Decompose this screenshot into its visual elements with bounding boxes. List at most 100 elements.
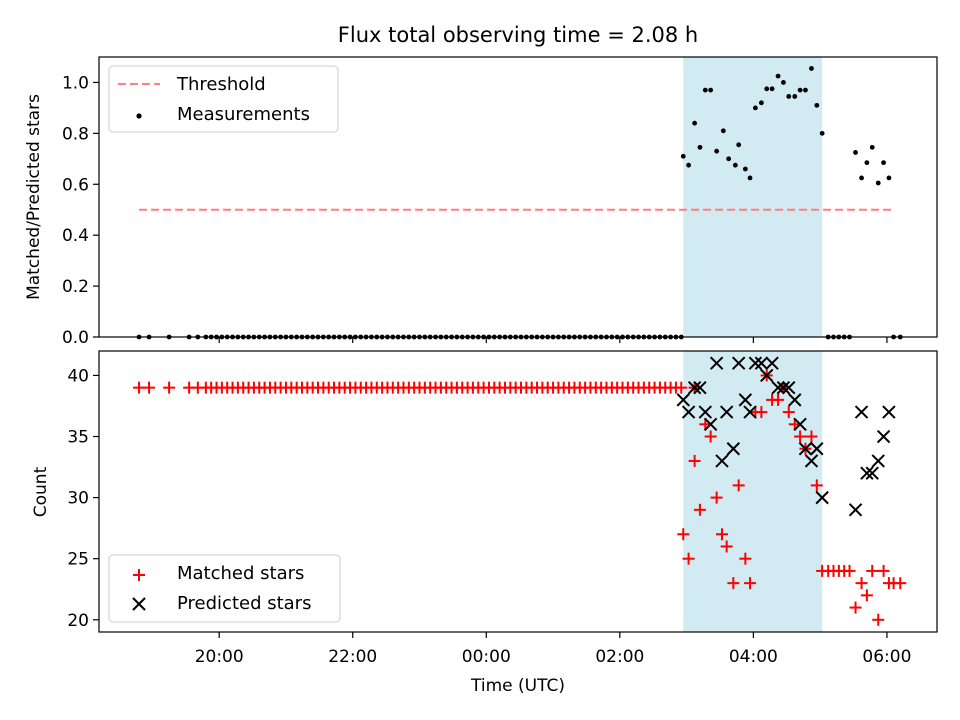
measurement-point [875, 180, 881, 186]
predicted-star-marker [860, 466, 874, 480]
legend-matched-label: Matched stars [177, 563, 304, 584]
measurement-point [769, 86, 775, 92]
predicted-star-marker [726, 442, 741, 456]
measurement-point [853, 150, 858, 155]
matched-star-marker [710, 491, 723, 504]
predicted-star-marker-b [788, 393, 802, 407]
predicted-star-marker [810, 442, 824, 456]
legend-predicted-swatch [132, 597, 146, 611]
bottom-x-tick-label: 00:00 [462, 647, 511, 667]
matched-star-marker [739, 552, 752, 565]
legend-matched-swatch [133, 569, 145, 581]
predicted-star-marker [703, 417, 718, 432]
bottom-x-ticks: 20:00 22:00 00:00 02:00 04:00 06:00 [195, 632, 911, 667]
measurement-point [752, 105, 758, 111]
predicted-star-marker [760, 368, 774, 383]
predicted-star-marker-b [743, 405, 757, 419]
measurement-point [708, 87, 714, 93]
predicted-star-marker [776, 380, 791, 395]
predicted-star-marker [798, 442, 813, 456]
measurement-point [726, 156, 732, 162]
bottom-axes-frame [98, 350, 938, 633]
predicted-star-marker [698, 405, 713, 419]
predicted-star-marker [865, 466, 879, 480]
top-y-tick-label: 0.2 [62, 277, 89, 297]
predicted-star-marker [687, 380, 702, 395]
predicted-star-marker [765, 356, 779, 370]
predicted-star-marker-b [804, 454, 819, 468]
predicted-star-marker-b [681, 405, 696, 419]
predicted-star-marker [804, 454, 819, 468]
predicted-star-marker-b [860, 466, 874, 480]
predicted-star-marker-b [687, 380, 702, 395]
predicted-star-marker-b [719, 405, 734, 419]
measurement-point [792, 94, 798, 99]
predicted-star-marker-b [848, 503, 863, 517]
legend-measurements-swatch [136, 113, 142, 119]
bottom-span-rect [683, 351, 823, 632]
bottom-x-tick-label: 20:00 [195, 647, 244, 667]
measurement-point [742, 166, 748, 172]
matched-star-marker [727, 577, 740, 590]
matched-star-marker [810, 479, 823, 492]
top-legend-box [108, 65, 339, 133]
predicted-star-marker [748, 356, 763, 370]
predicted-star-marker [788, 393, 802, 407]
bottom-x-tick-label: 02:00 [595, 647, 644, 667]
bottom-y-ticks: 20 25 30 35 40 [67, 366, 99, 631]
bottom-y-tick-label: 40 [67, 366, 89, 386]
measurement-point [814, 102, 820, 108]
measurement-point [797, 87, 803, 93]
measurement-point [786, 94, 792, 99]
measurement-point [864, 160, 870, 166]
predicted-star-marker [738, 393, 753, 407]
predicted-star-marker [882, 405, 896, 419]
measurement-point [881, 160, 886, 166]
predicted-star-marker [793, 417, 807, 432]
matched-star-marker [693, 503, 706, 516]
predicted-star-marker [815, 490, 829, 505]
measurement-point [714, 148, 720, 154]
predicted-star-marker [676, 393, 690, 407]
predicted-star-marker-b [782, 380, 796, 395]
predicted-star-marker [848, 503, 863, 517]
matched-star-marker [682, 552, 695, 565]
predicted-star-marker-b [854, 405, 869, 419]
predicted-star-marker-b [754, 356, 769, 370]
top-y-tick-label: 0.8 [62, 124, 89, 144]
matched-star-marker [872, 613, 885, 626]
predicted-star-marker-b [815, 490, 829, 505]
bottom-panel: 20 25 30 35 40 20:00 22:00 00:00 02:00 04:00 06:0… [31, 350, 938, 696]
predicted-star-marker [681, 405, 696, 419]
top-y-tick-label: 0.0 [62, 328, 89, 348]
matched-star-marker [720, 540, 733, 553]
matched-star-marker [877, 564, 890, 577]
measurement-point [775, 73, 781, 79]
predicted-star-marker-b [871, 454, 885, 468]
matched-star-marker [805, 430, 818, 443]
measurement-point [747, 175, 753, 181]
predicted-star-marker-b [865, 466, 879, 480]
measurement-point [702, 87, 708, 93]
predicted-star-marker-b [726, 442, 741, 456]
predicted-star-marker-b [882, 405, 896, 419]
top-x-ticks [218, 337, 888, 343]
top-y-axis-label: Matched/Predicted stars [24, 94, 44, 300]
measurement-point [758, 100, 764, 106]
bottom-legend-box [108, 554, 341, 623]
predicted-star-marker [731, 356, 746, 370]
matched-star-marker [688, 454, 701, 467]
bottom-y-tick-label: 30 [67, 489, 89, 509]
matched-star-marker [675, 381, 688, 394]
top-y-tick-label: 0.6 [62, 175, 89, 195]
bottom-x-tick-label: 22:00 [328, 647, 377, 667]
measurement-point [781, 80, 786, 85]
top-legend: Threshold Measurements [108, 65, 339, 133]
measurement-point [686, 162, 692, 168]
matched-star-marker [855, 577, 868, 590]
bottom-y-axis-label: Count [31, 466, 51, 517]
matched-star-marker [143, 381, 156, 394]
predicted-star-marker [719, 405, 734, 419]
top-axes-frame [98, 56, 938, 338]
